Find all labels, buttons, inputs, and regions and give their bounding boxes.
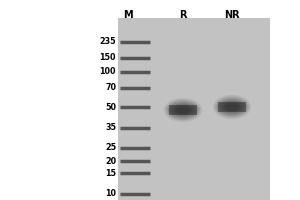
- Ellipse shape: [223, 102, 242, 112]
- Text: 20: 20: [105, 156, 116, 166]
- Text: 100: 100: [100, 68, 116, 76]
- Ellipse shape: [164, 98, 202, 122]
- Bar: [118, 18, 270, 200]
- Ellipse shape: [215, 97, 249, 117]
- Ellipse shape: [220, 100, 244, 114]
- Ellipse shape: [168, 102, 198, 118]
- Text: 25: 25: [105, 144, 116, 152]
- Ellipse shape: [213, 95, 251, 119]
- Ellipse shape: [166, 100, 200, 120]
- Ellipse shape: [173, 105, 193, 115]
- Text: NR: NR: [224, 10, 240, 20]
- Text: 70: 70: [105, 84, 116, 92]
- Text: 35: 35: [105, 123, 116, 132]
- Ellipse shape: [225, 104, 239, 110]
- Ellipse shape: [176, 107, 190, 113]
- Text: M: M: [123, 10, 133, 20]
- Text: R: R: [179, 10, 187, 20]
- Text: 10: 10: [105, 190, 116, 198]
- Bar: [169, 105, 197, 115]
- Text: 235: 235: [99, 38, 116, 46]
- Text: 50: 50: [105, 102, 116, 112]
- Bar: [218, 102, 246, 112]
- Ellipse shape: [217, 99, 247, 115]
- Text: 150: 150: [100, 53, 116, 62]
- Text: 15: 15: [105, 168, 116, 178]
- Ellipse shape: [171, 103, 195, 117]
